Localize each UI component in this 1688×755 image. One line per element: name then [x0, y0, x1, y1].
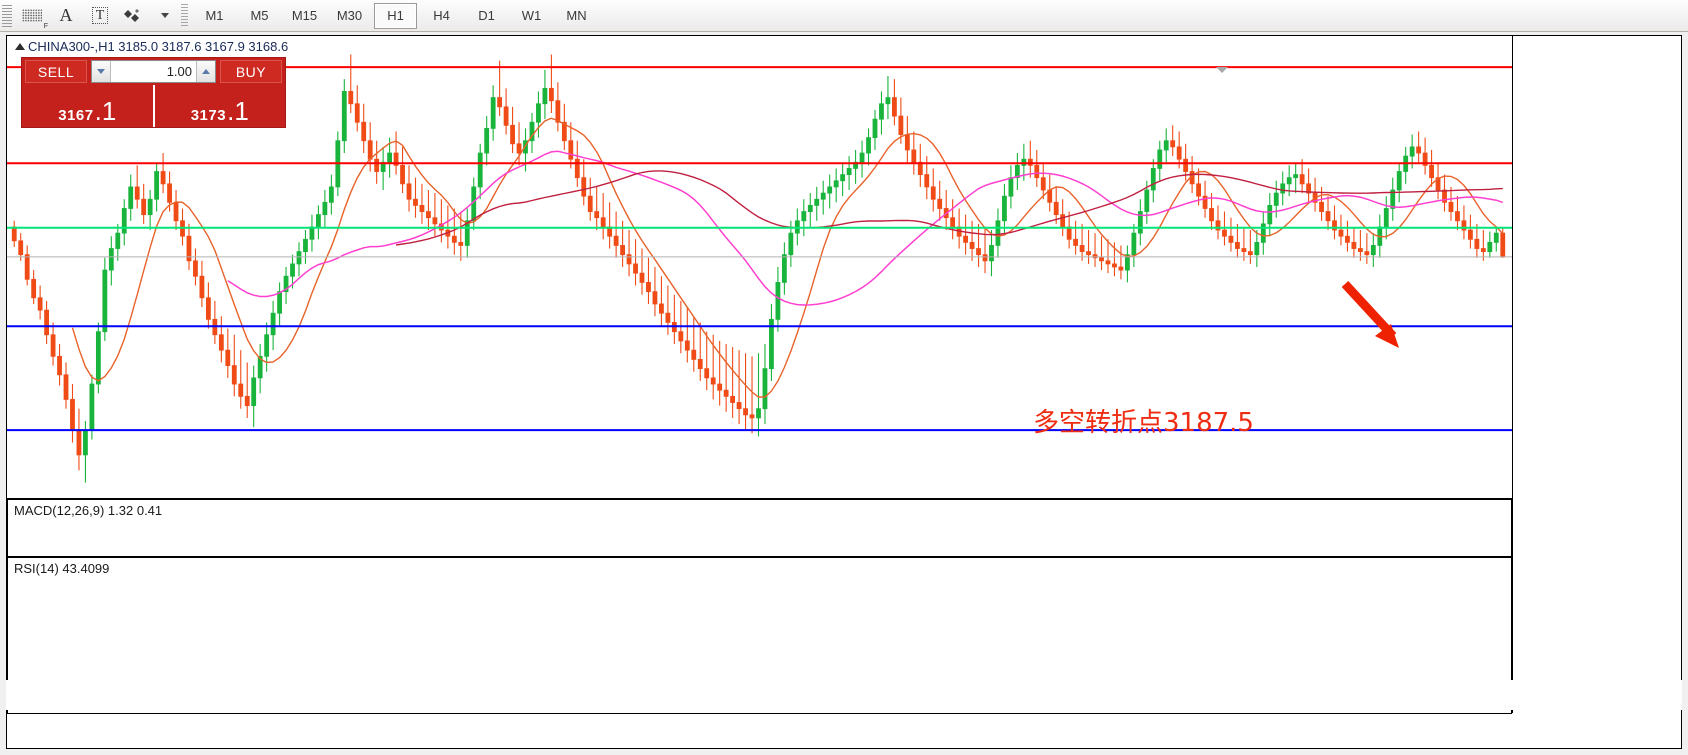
status-bar: [0, 749, 1688, 755]
grid-glyph: [22, 9, 42, 22]
collapse-triangle-icon[interactable]: [15, 43, 25, 50]
timeframe-mn[interactable]: MN: [566, 8, 587, 23]
objects-icon[interactable]: [117, 3, 151, 29]
arrow-down-icon: [97, 69, 105, 74]
letter-t-glyph: T: [91, 7, 109, 24]
sell-price-fraction: .1: [94, 96, 117, 126]
buy-price-fraction: .1: [227, 96, 249, 126]
one-click-trading-panel[interactable]: SELL 1.00 BUY 3167 .1 3: [21, 57, 286, 128]
text-label-icon[interactable]: A: [49, 3, 83, 29]
price-axis[interactable]: [1512, 36, 1681, 713]
price-chart-canvas[interactable]: [7, 36, 1512, 498]
chart-annotation-text: 多空转折点3187.5: [1033, 408, 1254, 438]
timeframe-w1[interactable]: W1: [521, 8, 542, 23]
volume-decrease-button[interactable]: [92, 61, 111, 82]
objects-dropdown-arrow-icon[interactable]: [151, 3, 177, 29]
timeframe-m15[interactable]: M15: [291, 8, 318, 23]
crosshair-grid-icon[interactable]: F: [15, 3, 49, 30]
caret-glyph: [161, 13, 169, 18]
macd-pane[interactable]: MACD(12,26,9) 1.32 0.41: [7, 499, 1512, 557]
rsi-label: RSI(14) 43.4099: [14, 561, 113, 576]
toolbar-separator: [181, 3, 188, 28]
macd-label: MACD(12,26,9) 1.32 0.41: [14, 503, 166, 518]
symbol-ohlc-text: CHINA300-,H1 3185.0 3187.6 3167.9 3168.6: [28, 39, 289, 54]
octp-price-row: 3167 .1 3173 .1: [22, 85, 285, 127]
time-axis[interactable]: [6, 680, 1682, 710]
timeframe-h1[interactable]: H1: [374, 2, 417, 29]
timeframe-d1[interactable]: D1: [478, 8, 495, 23]
text-box-icon[interactable]: T: [83, 3, 117, 29]
chart-frame: 多空转折点3187.5 CHINA300-,H1 3185.0 3187.6 3…: [6, 35, 1682, 749]
pane-splitter-handle-icon[interactable]: [1216, 67, 1228, 73]
timeframe-group: M1 M5 M15 M30 H1 H4 D1 W1 MN: [192, 2, 599, 29]
volume-stepper[interactable]: 1.00: [91, 60, 216, 83]
chart-toolbar: F A T M1 M5 M15 M30 H1 H4 D1 W1 MN: [0, 0, 1688, 32]
buy-price-integer: 3173: [190, 107, 227, 124]
timeframe-m1[interactable]: M1: [205, 8, 224, 23]
sell-price-integer: 3167: [58, 107, 94, 124]
toolbar-drag-handle[interactable]: [2, 4, 12, 27]
timeframe-m5[interactable]: M5: [250, 8, 269, 23]
timeframe-m30[interactable]: M30: [336, 8, 363, 23]
timeframe-h4[interactable]: H4: [433, 8, 450, 23]
volume-increase-button[interactable]: [196, 61, 215, 82]
buy-price-cell[interactable]: 3173 .1: [155, 85, 286, 127]
letter-a-glyph: A: [59, 5, 73, 25]
arrow-up-icon: [202, 69, 210, 74]
objects-glyph: [124, 8, 139, 22]
octp-controls-row: SELL 1.00 BUY: [22, 58, 285, 85]
buy-button[interactable]: BUY: [220, 60, 282, 83]
macd-canvas: [8, 500, 1511, 556]
grid-f-marker: F: [43, 22, 48, 30]
sell-button[interactable]: SELL: [25, 60, 87, 83]
sell-price-cell[interactable]: 3167 .1: [22, 85, 155, 127]
volume-input[interactable]: 1.00: [166, 64, 192, 79]
symbol-ohlc-header: CHINA300-,H1 3185.0 3187.6 3167.9 3168.6: [15, 39, 288, 54]
